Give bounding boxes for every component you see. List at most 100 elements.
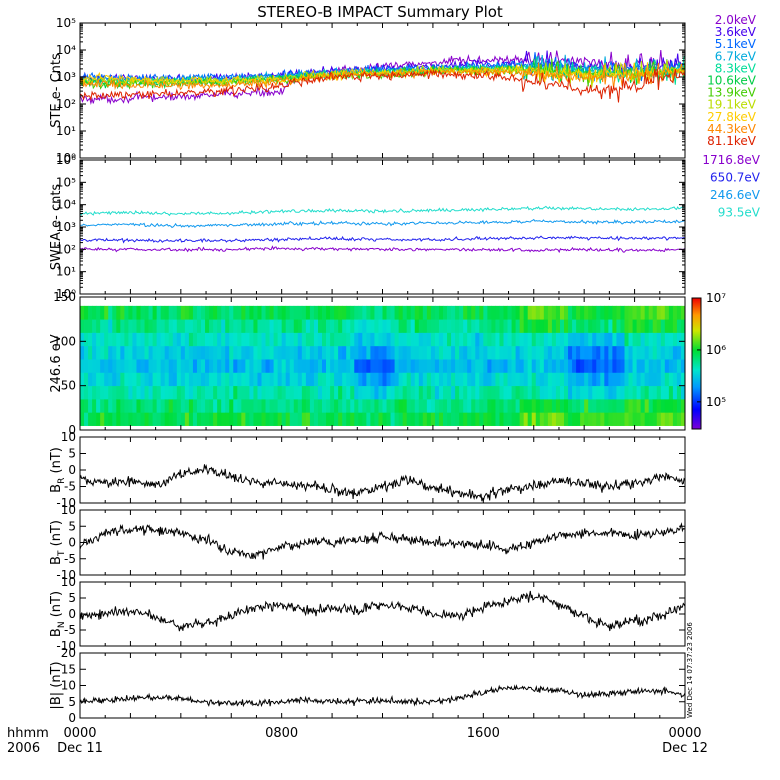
heatmap-cell [301, 398, 307, 413]
heatmap-cell [313, 332, 319, 347]
heatmap-cell [491, 359, 496, 373]
heatmap-cell [374, 398, 379, 413]
heatmap-cell [112, 332, 117, 347]
heatmap-cell [410, 305, 416, 320]
heatmap-cell [378, 372, 383, 387]
heatmap-cell [326, 385, 331, 400]
heatmap-cell [350, 372, 355, 387]
heatmap-cell [156, 332, 162, 347]
heatmap-cell [547, 359, 553, 373]
heatmap-cell [334, 345, 339, 360]
heatmap-cell [390, 398, 395, 413]
heatmap-cell [495, 372, 500, 387]
heatmap-cell [293, 332, 299, 347]
heatmap-cell [402, 319, 408, 333]
y-tick-label: -10 [56, 496, 76, 510]
heatmap-cell [313, 345, 319, 360]
heatmap-cell [555, 372, 561, 387]
heatmap-cell [656, 398, 662, 413]
heatmap-cell [188, 332, 194, 347]
heatmap-cell [443, 332, 448, 347]
heatmap-cell [132, 398, 137, 413]
heatmap-cell [455, 319, 460, 333]
heatmap-cell [479, 398, 484, 413]
y-axis-label: 246.6 eV [49, 334, 64, 392]
heatmap-cell [245, 385, 250, 400]
heatmap-cell [438, 385, 444, 400]
heatmap-cell [394, 359, 400, 373]
heatmap-cell [317, 305, 323, 320]
heatmap-cell [596, 319, 601, 333]
heatmap-cell [136, 359, 141, 373]
heatmap-cell [652, 345, 658, 360]
heatmap-cell [576, 385, 581, 400]
heatmap-cell [612, 359, 617, 373]
heatmap-cell [322, 319, 327, 333]
heatmap-cell [584, 305, 589, 320]
legend-swea-entry: 1716.8eV [702, 153, 760, 167]
heatmap-cell [277, 332, 283, 347]
heatmap-cell [180, 385, 186, 400]
heatmap-cell [515, 305, 521, 320]
heatmap-cell [140, 332, 145, 347]
heatmap-cell [297, 305, 303, 320]
heatmap-cell [342, 412, 347, 426]
heatmap-cell [120, 372, 125, 387]
heatmap-cell [249, 385, 254, 400]
heatmap-cell [616, 332, 621, 347]
heatmap-cell [209, 412, 214, 426]
heatmap-cell [317, 359, 323, 373]
heatmap-cell [402, 372, 408, 387]
heatmap-cell [152, 359, 158, 373]
heatmap-cell [342, 372, 347, 387]
heatmap-cell [84, 345, 89, 360]
heatmap-cell [418, 332, 424, 347]
heatmap-cell [253, 385, 258, 400]
heatmap-cell [640, 359, 646, 373]
heatmap-cell [245, 398, 250, 413]
heatmap-cell [172, 305, 178, 320]
heatmap-cell [350, 359, 355, 373]
heatmap-cell [555, 398, 561, 413]
heatmap-cell [269, 385, 274, 400]
heatmap-cell [128, 385, 133, 400]
heatmap-cell [547, 319, 553, 333]
heatmap-cell [523, 359, 529, 373]
heatmap-cell [120, 359, 125, 373]
heatmap-cell [136, 345, 141, 360]
heatmap-cell [422, 372, 428, 387]
heatmap-cell [80, 332, 85, 347]
heatmap-cell [487, 305, 492, 320]
heatmap-cell [213, 359, 218, 373]
heatmap-cell [354, 345, 359, 360]
heatmap-cell [640, 372, 646, 387]
heatmap-cell [447, 319, 452, 333]
heatmap-cell [608, 385, 613, 400]
heatmap-cell [144, 385, 149, 400]
heatmap-cell [487, 359, 492, 373]
heatmap-cell [144, 319, 149, 333]
heatmap-cell [507, 372, 512, 387]
heatmap-cell [160, 398, 166, 413]
heatmap-cell [430, 359, 436, 373]
heatmap-cell [414, 332, 420, 347]
heatmap-cell [305, 385, 311, 400]
heatmap-cell [628, 372, 633, 387]
heatmap-cell [152, 385, 158, 400]
heatmap-cell [241, 398, 246, 413]
heatmap-cell [209, 385, 214, 400]
heatmap-cell [374, 332, 379, 347]
heatmap-cell [523, 319, 529, 333]
heatmap-cell [184, 398, 190, 413]
heatmap-cell [463, 332, 468, 347]
heatmap-cell [499, 398, 504, 413]
heatmap-cell [499, 412, 504, 426]
heatmap-cell [249, 332, 254, 347]
heatmap-cell [672, 398, 678, 413]
heatmap-cell [535, 412, 541, 426]
heatmap-cell [600, 385, 605, 400]
heatmap-cell [305, 345, 311, 360]
heatmap-cell [289, 305, 295, 320]
heatmap-cell [604, 345, 609, 360]
heatmap-cell [519, 305, 525, 320]
